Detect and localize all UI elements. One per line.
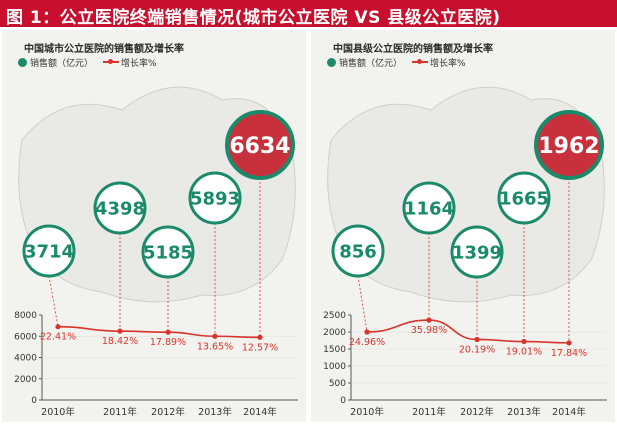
y-tick-label: 1500 [323, 345, 346, 355]
x-tick-label: 2014年 [552, 406, 586, 418]
x-tick-label: 2012年 [151, 406, 185, 418]
growth-label: 13.65% [197, 341, 233, 352]
x-tick-label: 2011年 [412, 406, 446, 418]
y-tick-label: 6000 [14, 332, 37, 342]
sales-bubble [93, 181, 147, 235]
growth-label: 17.89% [150, 337, 186, 348]
sales-value-label: 1962 [538, 134, 599, 159]
x-tick-label: 2014年 [243, 406, 277, 418]
sales-bubble [534, 110, 604, 180]
sales-legend-icon [18, 58, 27, 67]
growth-label: 19.01% [506, 347, 542, 358]
sales-value-label: 5893 [190, 189, 240, 210]
y-tick-label: 1000 [323, 362, 346, 372]
y-tick-label: 2000 [323, 328, 346, 338]
county-chart-title: 中国县级公立医院的销售额及增长率 [333, 44, 493, 55]
x-tick-label: 2010年 [41, 406, 75, 418]
sales-value-label: 1164 [404, 199, 454, 220]
sales-bubble [188, 171, 242, 225]
growth-label: 20.19% [459, 344, 495, 355]
connector-line [48, 275, 59, 327]
county-hospital-panel: 中国县级公立医院的销售额及增长率 销售额（亿元） 增长率% 2500 2000 150… [311, 30, 615, 422]
growth-line [57, 325, 261, 339]
sales-legend-label: 销售额（亿元） [339, 59, 403, 69]
sales-bubble [450, 225, 504, 279]
county-chart-svg: 2500 2000 1500 1000 500 0 24.96% 35.98% 20.19% 19… [323, 86, 607, 418]
sales-bubble [497, 171, 551, 225]
sales-value-label: 6634 [229, 134, 290, 159]
growth-point [364, 329, 370, 335]
sales-bubble [331, 224, 385, 278]
sales-value-label: 1399 [452, 243, 502, 264]
growth-label: 22.41% [40, 332, 76, 343]
growth-point [117, 328, 123, 334]
urban-chart-title: 中国城市公立医院的销售额及增长率 [24, 44, 184, 55]
growth-point [426, 317, 432, 323]
sales-value-label: 856 [339, 242, 377, 263]
growth-point [474, 336, 480, 343]
growth-legend-label: 增长率% [430, 59, 466, 69]
sales-bubble [22, 224, 76, 278]
urban-hospital-panel: 中国城市公立医院的销售额及增长率 销售额（亿元） 增长率% 8000 6000 400… [2, 30, 306, 422]
growth-point [521, 338, 527, 345]
y-tick-label: 2000 [14, 375, 37, 385]
sales-legend-icon [327, 58, 336, 67]
sales-value-label: 1665 [499, 189, 549, 210]
y-tick-label: 2500 [323, 311, 346, 321]
growth-point [257, 334, 263, 340]
sales-bubble [402, 181, 456, 235]
x-tick-label: 2013年 [507, 406, 541, 418]
y-tick-label: 0 [340, 396, 346, 406]
sales-bubble [225, 110, 295, 180]
sales-legend-label: 销售额（亿元） [30, 59, 94, 69]
county-legend: 销售额（亿元） 增长率% [327, 56, 466, 69]
growth-point [212, 333, 218, 339]
sales-value-label: 4398 [95, 199, 145, 220]
growth-legend-label: 增长率% [121, 59, 157, 69]
x-tick-label: 2013年 [198, 406, 232, 418]
x-tick-label: 2012年 [460, 406, 494, 418]
y-tick-label: 500 [329, 379, 346, 389]
figure-title: 图 1：公立医院终端销售情况(城市公立医院 VS 县级公立医院) [6, 8, 501, 28]
growth-point [165, 329, 171, 335]
urban-chart-svg: 8000 6000 4000 2000 0 22.41% 18.42% 17.89% 13.65… [14, 86, 298, 418]
x-tick-label: 2011年 [103, 406, 137, 418]
growth-legend-icon [412, 59, 429, 64]
growth-point [566, 340, 572, 346]
y-tick-label: 0 [31, 396, 37, 406]
connector-line [357, 275, 368, 333]
y-tick-label: 8000 [14, 311, 37, 321]
sales-value-label: 5185 [143, 243, 193, 264]
sales-bubble [141, 225, 195, 279]
urban-legend: 销售额（亿元） 增长率% [18, 56, 157, 69]
growth-legend-icon [103, 59, 120, 64]
x-tick-label: 2010年 [350, 406, 384, 418]
figure-banner: 图 1：公立医院终端销售情况(城市公立医院 VS 县级公立医院) [0, 0, 617, 28]
y-tick-label: 4000 [14, 354, 37, 364]
growth-label: 17.84% [551, 348, 587, 359]
growth-point [55, 324, 61, 330]
growth-label: 24.96% [349, 337, 385, 348]
growth-line [366, 319, 570, 344]
sales-value-label: 3714 [24, 242, 74, 263]
growth-label: 12.57% [242, 342, 278, 353]
growth-label: 18.42% [102, 336, 138, 347]
growth-label: 35.98% [411, 325, 447, 336]
